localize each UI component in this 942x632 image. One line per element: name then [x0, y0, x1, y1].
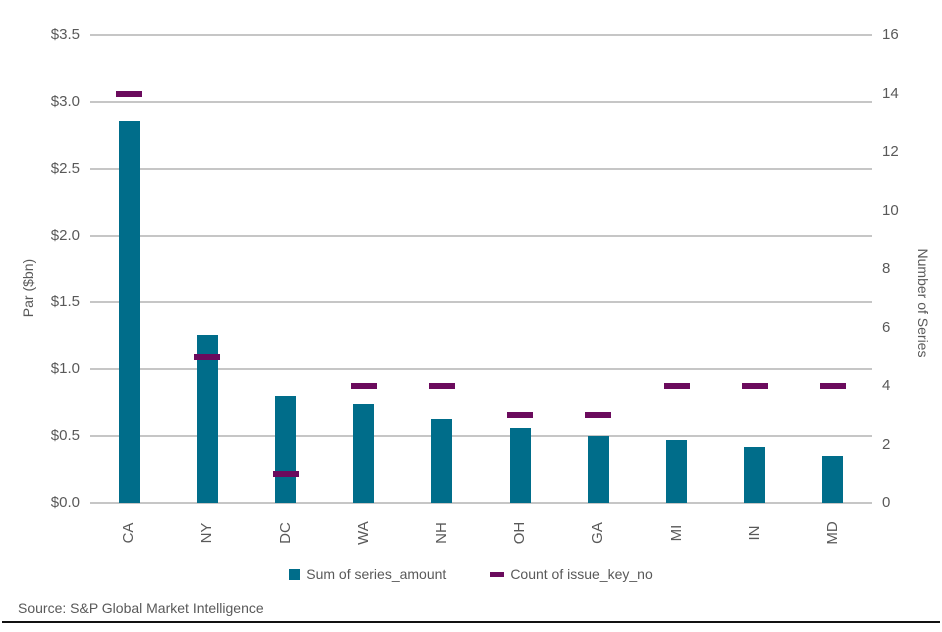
gridline [90, 435, 872, 438]
category-label: GA [589, 522, 607, 544]
right-axis-tick-label: 16 [882, 26, 899, 43]
source-attribution: Source: S&P Global Market Intelligence [18, 600, 264, 616]
bar-series-swatch-icon [289, 568, 301, 580]
left-axis-tick-label: $2.0 [50, 226, 80, 244]
category-label: IN [745, 525, 763, 541]
count-dash-marker [272, 470, 299, 477]
count-dash-marker [741, 383, 768, 389]
category-label: WA [354, 521, 372, 545]
right-axis-tick-label: 0 [882, 494, 891, 511]
chart-legend: Sum of series_amount Count of issue_key_… [0, 566, 942, 582]
legend-item-series-amount: Sum of series_amount [289, 566, 446, 582]
right-axis-title: Number of Series [915, 248, 931, 358]
left-axis-tick-label: $3.5 [50, 26, 80, 43]
count-dash-marker [116, 90, 143, 97]
bar [587, 436, 609, 503]
category-label: MI [667, 524, 685, 542]
bar [275, 396, 296, 503]
right-axis-tick-label: 10 [882, 201, 899, 219]
right-axis-tick-label: 14 [882, 84, 899, 102]
bar [431, 418, 453, 503]
right-axis-tick-label: 4 [882, 377, 891, 394]
bar [744, 446, 766, 503]
category-label: NH [432, 522, 450, 544]
dash-series-swatch-icon [490, 571, 505, 577]
count-dash-marker [663, 383, 690, 389]
right-axis-tick-label: 6 [882, 318, 891, 336]
category-label: CA [120, 522, 138, 544]
gridline [90, 234, 872, 237]
gridline [90, 301, 872, 304]
left-axis-tick-label: $3.0 [50, 92, 80, 110]
left-axis-tick-label: $2.5 [50, 159, 80, 177]
plot-area: $3.5 $3.0 $2.5 $2.0 $1.5 $1.0 $0.5 $0.0 16 14 12 10… [51, 27, 899, 545]
gridline [90, 502, 872, 504]
count-dash-marker [194, 353, 221, 360]
right-axis-tick-label: 2 [882, 435, 891, 453]
gridline [90, 34, 872, 36]
bar [509, 428, 531, 503]
count-dash-marker [507, 412, 534, 419]
legend-label: Count of issue_key_no [510, 566, 653, 582]
bar [822, 456, 844, 503]
right-axis-tick-label: 12 [882, 143, 899, 160]
bar [196, 334, 218, 503]
count-dash-marker [819, 383, 846, 389]
bar [353, 404, 375, 503]
category-label: DC [276, 522, 294, 544]
gridline [90, 100, 872, 103]
right-axis-tick-label: 8 [882, 260, 891, 277]
bar [118, 120, 140, 503]
left-axis-tick-label: $1.5 [50, 293, 80, 311]
legend-label: Sum of series_amount [306, 566, 447, 582]
bottom-divider [2, 621, 940, 623]
count-dash-marker [428, 383, 455, 389]
count-dash-marker [585, 412, 612, 419]
category-label: OH [511, 521, 529, 545]
left-axis-tick-label: $1.0 [50, 360, 80, 378]
category-label: NY [198, 522, 216, 544]
category-label: MD [823, 521, 841, 545]
left-axis-tick-label: $0.0 [50, 494, 80, 511]
left-axis-tick-label: $0.5 [50, 427, 80, 445]
gridline [90, 167, 872, 170]
bar [666, 440, 687, 503]
count-dash-marker [350, 383, 377, 389]
gridline [90, 368, 872, 371]
left-axis-title: Par ($bn) [20, 258, 36, 318]
legend-item-issue-count: Count of issue_key_no [490, 566, 653, 582]
